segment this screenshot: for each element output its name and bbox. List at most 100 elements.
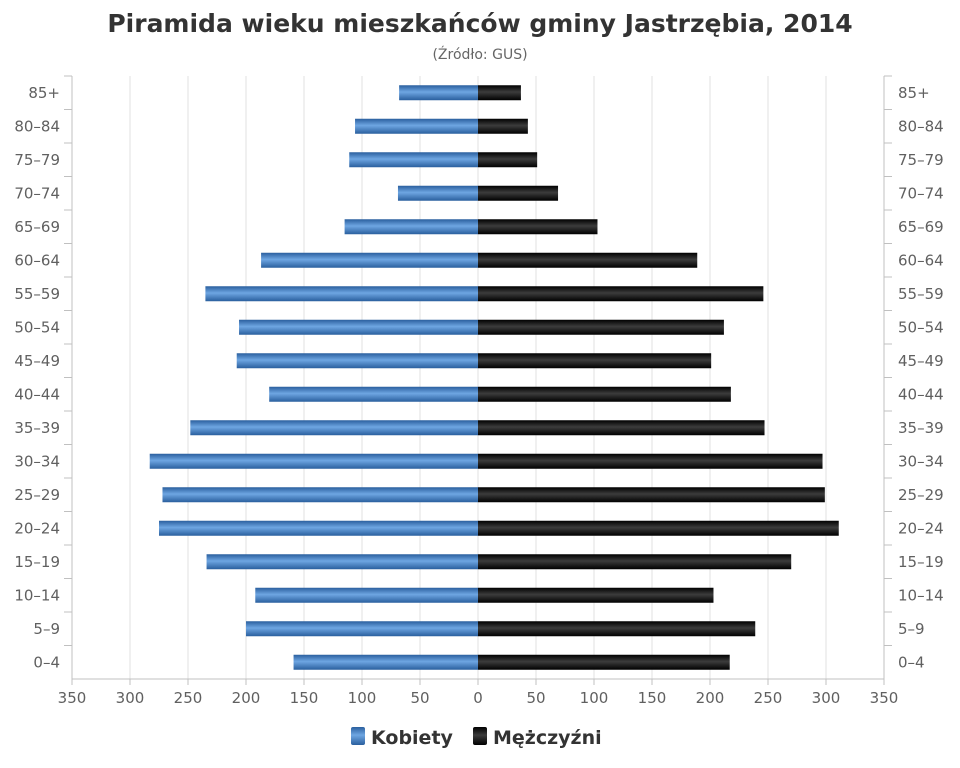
y-category-label-left: 75–79 [14, 151, 60, 169]
x-tick-label: 150 [290, 689, 319, 707]
legend-swatch [473, 727, 487, 745]
y-category-label-right: 80–84 [898, 117, 944, 135]
y-category-label-left: 15–19 [14, 553, 60, 571]
y-category-label-right: 65–69 [898, 218, 944, 236]
x-tick-label: 350 [870, 689, 899, 707]
chart-title: Piramida wieku mieszkańców gminy Jastrzę… [107, 9, 852, 38]
bar-mezczyzni[interactable] [478, 152, 538, 168]
legend-swatch [351, 727, 365, 745]
bar-mezczyzni[interactable] [478, 487, 825, 503]
bar-kobiety[interactable] [349, 152, 478, 168]
bar-mezczyzni[interactable] [478, 85, 521, 101]
bar-kobiety[interactable] [344, 219, 478, 235]
y-category-label-left: 10–14 [14, 586, 60, 604]
bar-kobiety[interactable] [261, 252, 478, 268]
legend-item-kobiety[interactable]: Kobiety [351, 727, 454, 749]
bar-kobiety[interactable] [397, 185, 478, 201]
bar-mezczyzni[interactable] [478, 286, 764, 302]
y-category-label-right: 25–29 [898, 486, 944, 504]
bar-mezczyzni[interactable] [478, 252, 698, 268]
x-tick-label: 50 [526, 689, 545, 707]
y-category-label-left: 35–39 [14, 419, 60, 437]
bars-group [149, 85, 839, 670]
x-tick-label: 150 [638, 689, 667, 707]
x-tick-label: 250 [174, 689, 203, 707]
y-category-label-left: 20–24 [14, 519, 60, 537]
bar-kobiety[interactable] [399, 85, 478, 101]
bar-mezczyzni[interactable] [478, 185, 559, 201]
y-category-label-left: 55–59 [14, 285, 60, 303]
x-tick-label: 250 [754, 689, 783, 707]
y-category-label-left: 60–64 [14, 251, 60, 269]
y-category-label-left: 30–34 [14, 452, 60, 470]
y-category-label-left: 25–29 [14, 486, 60, 504]
x-tick-label: 350 [58, 689, 87, 707]
bar-kobiety[interactable] [236, 353, 478, 369]
bar-kobiety[interactable] [205, 286, 478, 302]
y-category-label-right: 0–4 [898, 653, 925, 671]
y-category-label-right: 45–49 [898, 352, 944, 370]
legend-label: Kobiety [371, 727, 454, 749]
x-tick-label: 100 [580, 689, 609, 707]
bar-kobiety[interactable] [355, 118, 478, 134]
bar-kobiety[interactable] [239, 319, 478, 335]
y-category-label-right: 60–64 [898, 251, 944, 269]
y-category-label-right: 15–19 [898, 553, 944, 571]
y-category-label-left: 45–49 [14, 352, 60, 370]
bar-kobiety[interactable] [159, 520, 478, 536]
bar-mezczyzni[interactable] [478, 219, 598, 235]
y-category-label-left: 40–44 [14, 385, 60, 403]
bar-kobiety[interactable] [206, 554, 478, 570]
y-category-label-right: 5–9 [898, 620, 925, 638]
y-category-label-right: 40–44 [898, 385, 944, 403]
bar-mezczyzni[interactable] [478, 587, 714, 603]
y-category-label-left: 70–74 [14, 184, 60, 202]
bar-mezczyzni[interactable] [478, 319, 724, 335]
y-category-label-right: 75–79 [898, 151, 944, 169]
chart-subtitle: (Źródło: GUS) [432, 45, 527, 63]
legend-item-mezczyzni[interactable]: Mężczyźni [473, 727, 602, 749]
y-category-label-left: 50–54 [14, 318, 60, 336]
bar-mezczyzni[interactable] [478, 554, 792, 570]
bar-kobiety[interactable] [246, 621, 478, 637]
y-category-label-right: 30–34 [898, 452, 944, 470]
legend-label: Mężczyźni [493, 727, 602, 749]
x-tick-label: 300 [116, 689, 145, 707]
bar-mezczyzni[interactable] [478, 654, 730, 670]
bar-kobiety[interactable] [162, 487, 479, 503]
y-category-label-right: 70–74 [898, 184, 944, 202]
x-tick-label: 200 [696, 689, 725, 707]
bar-mezczyzni[interactable] [478, 118, 528, 134]
y-category-label-right: 55–59 [898, 285, 944, 303]
bar-mezczyzni[interactable] [478, 621, 756, 637]
x-tick-label: 50 [410, 689, 429, 707]
bar-mezczyzni[interactable] [478, 420, 765, 436]
y-category-label-left: 0–4 [33, 653, 60, 671]
y-category-label-left: 65–69 [14, 218, 60, 236]
bar-mezczyzni[interactable] [478, 453, 823, 469]
y-category-label-right: 85+ [898, 84, 930, 102]
bar-kobiety[interactable] [190, 420, 478, 436]
y-category-label-right: 10–14 [898, 586, 944, 604]
x-tick-label: 0 [473, 689, 483, 707]
x-tick-label: 300 [812, 689, 841, 707]
bar-mezczyzni[interactable] [478, 386, 731, 402]
grid-lines [71, 76, 885, 679]
y-category-label-right: 35–39 [898, 419, 944, 437]
legend: Kobiety Mężczyźni [351, 727, 602, 749]
y-category-label-right: 50–54 [898, 318, 944, 336]
bar-kobiety[interactable] [269, 386, 478, 402]
y-category-label-left: 80–84 [14, 117, 60, 135]
bar-kobiety[interactable] [149, 453, 478, 469]
axes-group: 350 300 250 200 150 100 50 0 50 100 150 200 250 300 35… [14, 75, 944, 707]
y-category-label-left: 85+ [28, 84, 60, 102]
bar-kobiety[interactable] [293, 654, 478, 670]
x-tick-label: 100 [348, 689, 377, 707]
bar-mezczyzni[interactable] [478, 520, 839, 536]
x-tick-label: 200 [232, 689, 261, 707]
y-category-label-left: 5–9 [33, 620, 60, 638]
bar-mezczyzni[interactable] [478, 353, 712, 369]
y-category-label-right: 20–24 [898, 519, 944, 537]
bar-kobiety[interactable] [255, 587, 478, 603]
